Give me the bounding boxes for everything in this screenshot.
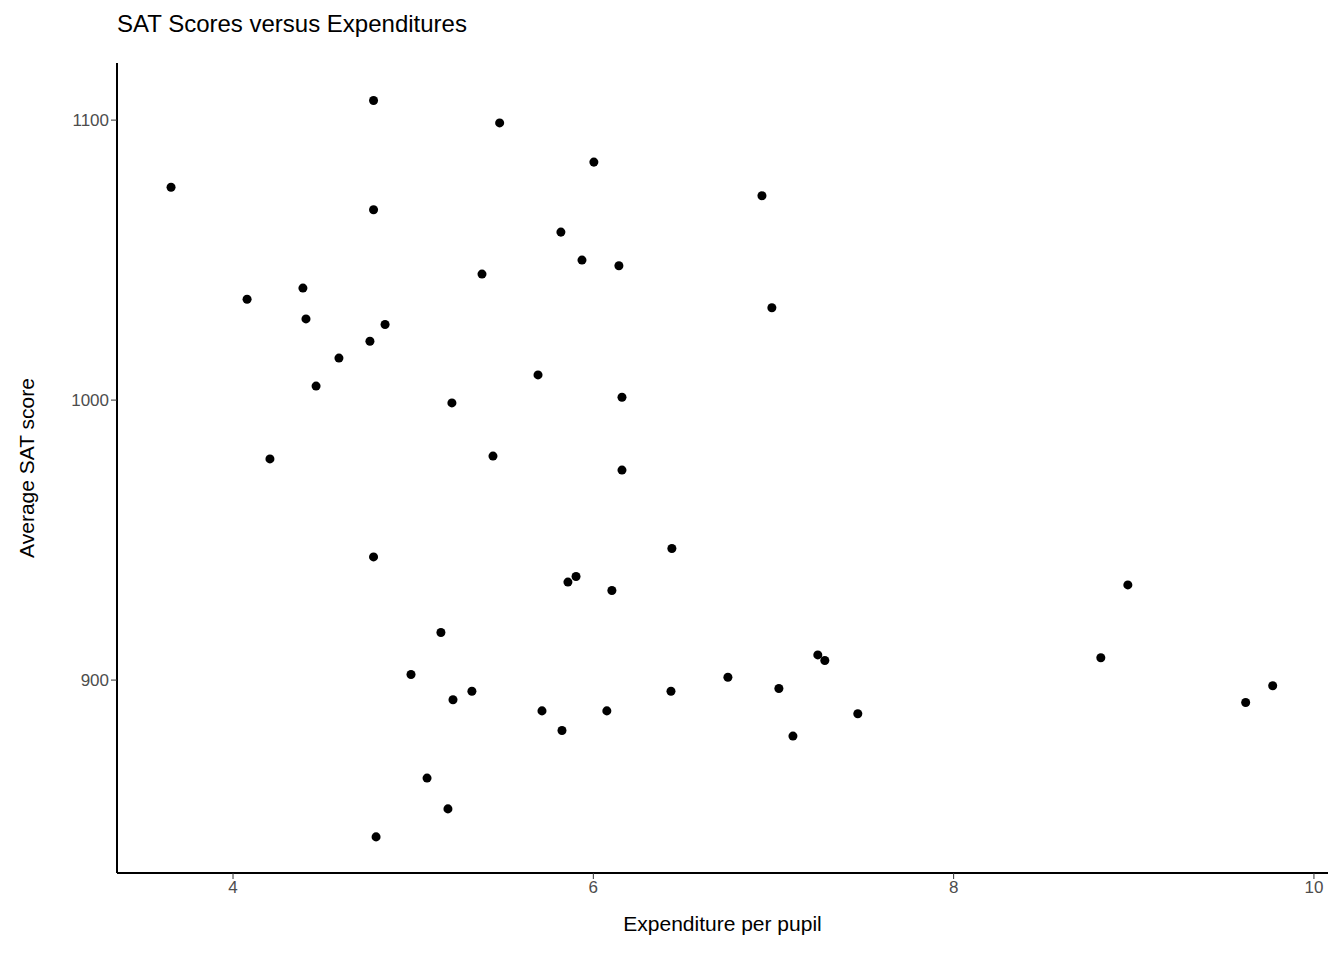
svg-text:10: 10	[1304, 878, 1323, 897]
html-text:Average SAT score: Average SAT score	[15, 378, 38, 558]
svg-text:8: 8	[949, 878, 958, 897]
html-text:SAT Scores versus Expenditures: SAT Scores versus Expenditures	[117, 10, 467, 37]
svg-text:1100: 1100	[72, 111, 109, 130]
svg-text:900: 900	[81, 671, 109, 690]
svg-text:4: 4	[228, 878, 237, 897]
svg-text:1000: 1000	[71, 391, 109, 410]
svg-text:6: 6	[589, 878, 598, 897]
html-text:Expenditure per pupil: Expenditure per pupil	[623, 912, 822, 935]
